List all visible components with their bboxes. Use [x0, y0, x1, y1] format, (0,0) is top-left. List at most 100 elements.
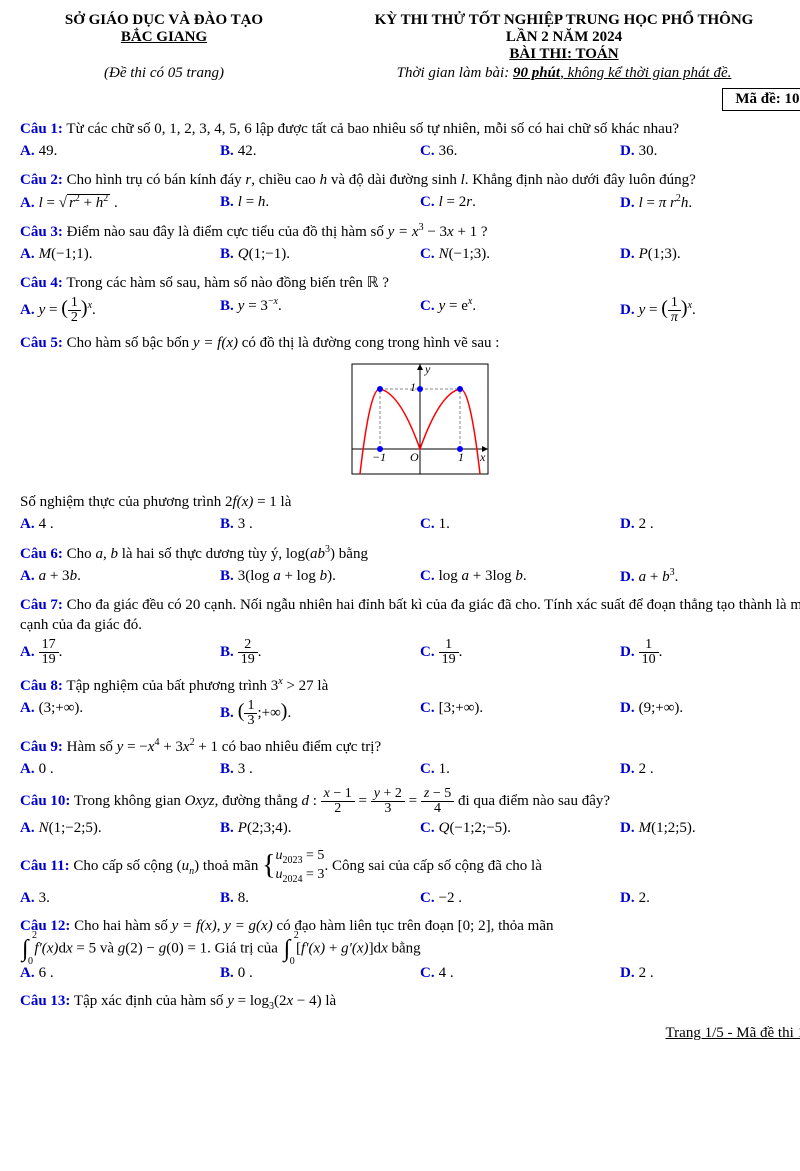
question-2: Câu 2: Cho hình trụ có bán kính đáy r, c…	[20, 170, 800, 214]
q5-c-text: 1.	[439, 516, 450, 532]
page-count: (Đề thi có 05 trang)	[20, 65, 308, 82]
svg-text:−1: −1	[372, 450, 386, 464]
q5-d-text: 2 .	[639, 516, 654, 532]
q2-text-a: Cho hình trụ có bán kính đáy	[63, 172, 245, 188]
question-11: Câu 11: Cho cấp số cộng (un) thoả mãn {u…	[20, 847, 800, 909]
q12-d-text: 2 .	[639, 965, 654, 981]
q11-b-text: 8.	[238, 890, 249, 906]
q11-a-text: 3.	[39, 890, 50, 906]
q8-opt-b: B.(13;+∞).	[220, 698, 420, 728]
q4-opt-c: C.y = ex.	[420, 295, 620, 325]
svg-text:y: y	[424, 362, 431, 376]
q4-opt-a: A.y = (12)x.	[20, 295, 220, 325]
q1-opt-c: C.36.	[420, 141, 620, 161]
q11-opt-b: B.8.	[220, 888, 420, 908]
q6-text-b: là hai số thực dương tùy ý,	[118, 546, 286, 562]
q12-text-a: Cho hai hàm số	[70, 918, 171, 934]
q10-text-a: Trong không gian	[70, 793, 184, 809]
q6-label: Câu 6:	[20, 546, 63, 562]
q9-opt-d: D.2 .	[620, 759, 800, 779]
q5-opt-c: C.1.	[420, 514, 620, 534]
q5-a-text: 4 .	[39, 516, 54, 532]
q10-text-b: , đường thẳng	[215, 793, 302, 809]
q5-opt-a: A.4 .	[20, 514, 220, 534]
q1-c-text: 36.	[439, 143, 458, 159]
question-5: Câu 5: Cho hàm số bậc bốn y = f(x) có đồ…	[20, 333, 800, 353]
time-bold: 90 phút	[513, 65, 560, 81]
q11-opt-c: C.−2 .	[420, 888, 620, 908]
q1-label: Câu 1:	[20, 121, 63, 137]
header-sub: (Đề thi có 05 trang) Thời gian làm bài: …	[20, 65, 800, 82]
q3-text: Điểm nào sau đây là điểm cực tiểu của đồ…	[63, 224, 388, 240]
q12-text-e: . Giá trị của	[207, 940, 282, 956]
q12-label: Câu 12:	[20, 918, 70, 934]
q2-opt-d: D.l = π r2h.	[620, 192, 800, 213]
q6-text-c: bằng	[335, 546, 368, 562]
q1-opt-b: B.42.	[220, 141, 420, 161]
q3-opt-d: D.P(1;3).	[620, 244, 800, 264]
q9-c-text: 1.	[439, 761, 450, 777]
q5-opt-b: B.3 .	[220, 514, 420, 534]
q9-text: Hàm số	[63, 739, 117, 755]
q2-opt-b: B.l = h.	[220, 192, 420, 213]
q9-opt-a: A.0 .	[20, 759, 220, 779]
org-line2: BẮC GIANG	[20, 29, 308, 46]
q2-opt-c: C.l = 2r.	[420, 192, 620, 213]
org-line1: SỞ GIÁO DỤC VÀ ĐÀO TẠO	[20, 12, 308, 29]
q6-opt-a: A.a + 3b.	[20, 566, 220, 587]
q4-text: Trong các hàm số sau, hàm số nào đồng bi…	[63, 275, 389, 291]
header: SỞ GIÁO DỤC VÀ ĐÀO TẠO BẮC GIANG KỲ THI …	[20, 12, 800, 63]
q12-c-text: 4 .	[439, 965, 454, 981]
q1-text: Từ các chữ số 0, 1, 2, 3, 4, 5, 6 lập đư…	[63, 121, 679, 137]
question-4: Câu 4: Trong các hàm số sau, hàm số nào …	[20, 273, 800, 325]
q5-graph: −1 1 O 1 x y	[20, 359, 800, 484]
question-10: Câu 10: Trong không gian Oxyz, đường thẳ…	[20, 787, 800, 838]
question-7: Câu 7: Cho đa giác đều có 20 cạnh. Nối n…	[20, 595, 800, 667]
question-8: Câu 8: Tập nghiệm của bất phương trình 3…	[20, 675, 800, 728]
q10-label: Câu 10:	[20, 793, 70, 809]
time-suffix: , không kể thời gian phát đề.	[560, 65, 731, 81]
q8-text: Tập nghiệm của bất phương trình	[63, 678, 271, 694]
q7-opt-b: B.219.	[220, 638, 420, 667]
q9-a-text: 0 .	[39, 761, 54, 777]
q13-text-b: là	[322, 993, 337, 1009]
header-left: SỞ GIÁO DỤC VÀ ĐÀO TẠO BẮC GIANG	[20, 12, 308, 63]
q7-opt-c: C.119.	[420, 638, 620, 667]
q13-label: Câu 13:	[20, 993, 70, 1009]
q1-a-text: 49.	[39, 143, 58, 159]
q12-b-text: 0 .	[238, 965, 253, 981]
q2-opt-a: A.l = √r2 + h2 .	[20, 192, 220, 213]
q3-label: Câu 3:	[20, 224, 63, 240]
q10-text-c: đi qua điểm nào sau đây?	[454, 793, 610, 809]
q4-opt-d: D.y = (1π)x.	[620, 295, 800, 325]
q9-d-text: 2 .	[639, 761, 654, 777]
q12-text-c: , thỏa mãn	[491, 918, 554, 934]
q6-opt-b: B.3(log a + log b).	[220, 566, 420, 587]
q9-opt-c: C.1.	[420, 759, 620, 779]
q9-label: Câu 9:	[20, 739, 63, 755]
q8-opt-c: C.[3;+∞).	[420, 698, 620, 728]
question-5-followup: Số nghiệm thực của phương trình 2f(x) = …	[20, 492, 800, 535]
q7-opt-a: A.1719.	[20, 638, 220, 667]
q10-opt-b: B.P(2;3;4).	[220, 818, 420, 838]
q6-opt-d: D.a + b3.	[620, 566, 800, 587]
q5-opt-d: D.2 .	[620, 514, 800, 534]
q7-label: Câu 7:	[20, 597, 63, 613]
q11-text-b: thoả mãn	[199, 858, 262, 874]
exam-line3: BÀI THI: TOÁN	[308, 46, 800, 63]
q7-opt-d: D.110.	[620, 638, 800, 667]
q12-opt-b: B.0 .	[220, 963, 420, 983]
q12-a-text: 6 .	[39, 965, 54, 981]
q5-b-text: 3 .	[238, 516, 253, 532]
q13-text: Tập xác định của hàm số	[70, 993, 227, 1009]
q2-text-b: , chiều cao	[251, 172, 319, 188]
exam-line1: KỲ THI THỬ TỐT NGHIỆP TRUNG HỌC PHỔ THÔN…	[308, 12, 800, 29]
q10-opt-a: A.N(1;−2;5).	[20, 818, 220, 838]
q7-text: Cho đa giác đều có 20 cạnh. Nối ngẫu nhi…	[20, 597, 800, 633]
question-9: Câu 9: Hàm số y = −x4 + 3x2 + 1 có bao n…	[20, 736, 800, 780]
question-13: Câu 13: Tập xác định của hàm số y = log3…	[20, 991, 800, 1014]
q5-text-c: Số nghiệm thực của phương trình	[20, 494, 225, 510]
q11-d-text: 2.	[639, 890, 650, 906]
q9-opt-b: B.3 .	[220, 759, 420, 779]
q11-label: Câu 11:	[20, 858, 70, 874]
